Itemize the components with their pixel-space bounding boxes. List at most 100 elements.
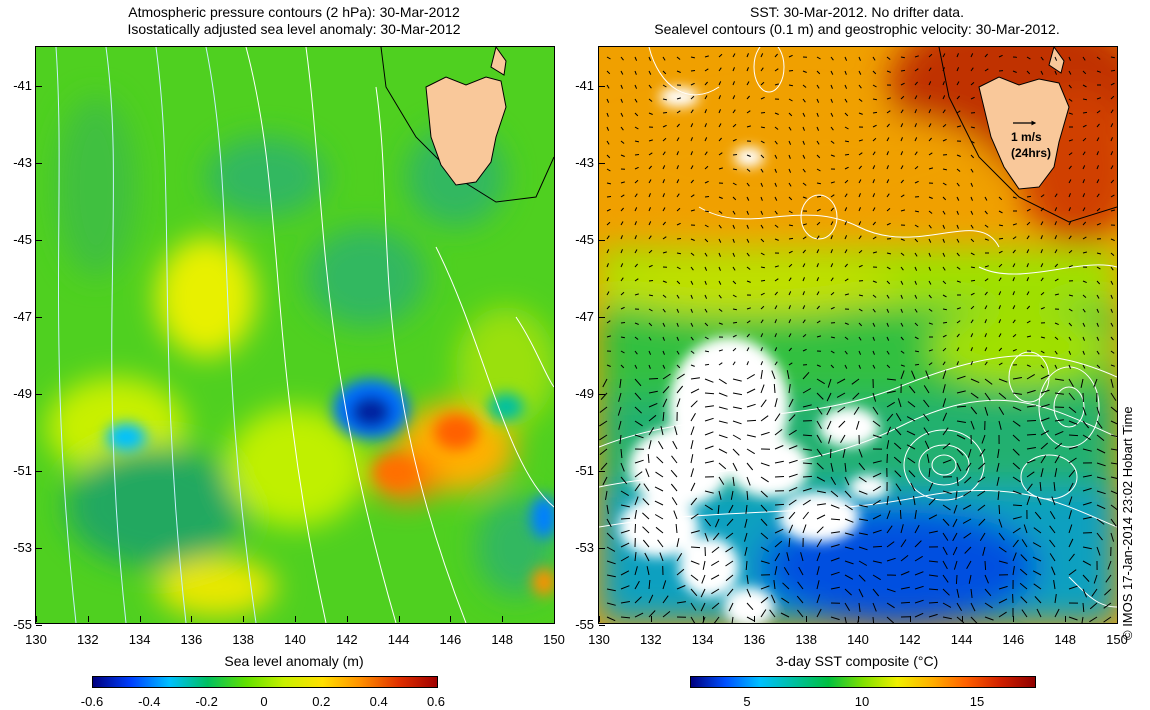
velocity-vector bbox=[676, 97, 681, 100]
velocity-vector bbox=[942, 95, 946, 100]
velocity-vector bbox=[620, 601, 630, 604]
velocity-vector bbox=[690, 308, 693, 313]
velocity-vector bbox=[662, 364, 666, 369]
velocity-vector bbox=[956, 252, 960, 257]
velocity-vector bbox=[942, 238, 945, 243]
left-colorbar-tick-label: -0.6 bbox=[80, 694, 104, 709]
velocity-vector bbox=[690, 56, 696, 59]
velocity-vector bbox=[964, 546, 972, 554]
velocity-vector bbox=[662, 294, 667, 298]
velocity-vector bbox=[900, 69, 906, 72]
velocity-vector bbox=[872, 406, 879, 415]
velocity-vector bbox=[970, 279, 976, 282]
velocity-vector bbox=[970, 319, 974, 324]
velocity-vector bbox=[634, 483, 641, 492]
velocity-vector bbox=[648, 235, 652, 240]
velocity-vector bbox=[620, 556, 630, 562]
velocity-vector bbox=[1082, 124, 1087, 128]
velocity-vector bbox=[844, 602, 851, 611]
left-x-tick-label: 138 bbox=[232, 632, 255, 647]
velocity-vector bbox=[606, 126, 610, 131]
velocity-vector bbox=[648, 179, 652, 184]
velocity-vector bbox=[690, 82, 695, 86]
velocity-vector bbox=[956, 420, 966, 423]
velocity-vector bbox=[655, 526, 664, 534]
velocity-vector bbox=[1068, 70, 1072, 75]
velocity-vector bbox=[788, 168, 792, 173]
velocity-vector bbox=[1096, 490, 1106, 495]
velocity-vector bbox=[1068, 250, 1073, 254]
velocity-vector bbox=[984, 406, 989, 416]
tasmania-land bbox=[425, 76, 507, 186]
velocity-vector bbox=[1040, 430, 1050, 436]
velocity-vector bbox=[872, 364, 876, 369]
velocity-vector bbox=[830, 235, 833, 240]
velocity-vector bbox=[704, 405, 714, 408]
velocity-vector bbox=[634, 193, 638, 198]
velocity-vector bbox=[978, 462, 986, 470]
velocity-vector bbox=[928, 560, 938, 563]
velocity-vector bbox=[953, 504, 958, 514]
velocity-vector bbox=[798, 566, 804, 576]
left-colorbar-tick-label: 0 bbox=[260, 694, 268, 709]
velocity-vector bbox=[1012, 305, 1016, 310]
velocity-vector bbox=[1012, 377, 1022, 380]
velocity-vector bbox=[675, 523, 678, 534]
velocity-vector bbox=[690, 165, 694, 170]
velocity-vector bbox=[886, 602, 895, 609]
velocity-vector bbox=[704, 308, 708, 313]
velocity-vector bbox=[662, 385, 670, 394]
velocity-vector bbox=[774, 112, 779, 115]
velocity-vector bbox=[788, 511, 796, 520]
velocity-vector bbox=[872, 179, 875, 184]
velocity-vector bbox=[1082, 420, 1090, 429]
velocity-vector bbox=[676, 385, 684, 394]
velocity-vector bbox=[942, 459, 952, 464]
velocity-vector bbox=[1068, 152, 1073, 156]
velocity-vector bbox=[942, 398, 947, 408]
velocity-vector bbox=[858, 448, 863, 458]
velocity-vector bbox=[844, 84, 848, 89]
right-y-tick-label: -45 bbox=[575, 232, 594, 247]
velocity-vector bbox=[786, 370, 790, 380]
velocity-vector bbox=[788, 84, 794, 87]
velocity-vector bbox=[746, 419, 757, 422]
velocity-vector bbox=[1026, 389, 1036, 394]
velocity-vector bbox=[996, 476, 1000, 486]
velocity-vector bbox=[886, 510, 891, 520]
velocity-vector bbox=[1107, 560, 1112, 570]
velocity-vector bbox=[928, 53, 933, 58]
velocity-vector bbox=[606, 560, 616, 565]
right-x-tick-label: 130 bbox=[588, 632, 610, 647]
velocity-vector bbox=[1068, 98, 1073, 102]
velocity-vector bbox=[970, 420, 975, 430]
velocity-vector bbox=[1110, 209, 1116, 212]
velocity-vector bbox=[1082, 193, 1086, 198]
velocity-vector bbox=[816, 277, 820, 282]
velocity-vector bbox=[928, 482, 934, 492]
velocity-vector bbox=[926, 454, 930, 464]
left-y-tick bbox=[36, 163, 42, 164]
velocity-vector bbox=[1012, 319, 1016, 324]
velocity-vector bbox=[942, 370, 947, 380]
velocity-vector bbox=[984, 333, 987, 338]
velocity-vector bbox=[599, 448, 608, 455]
velocity-vector bbox=[690, 560, 700, 565]
velocity-vector bbox=[900, 238, 905, 241]
velocity-vector bbox=[1054, 221, 1057, 226]
velocity-vector bbox=[886, 208, 891, 212]
velocity-vector bbox=[1023, 524, 1028, 534]
velocity-vector bbox=[717, 504, 720, 515]
velocity-vector bbox=[1021, 609, 1028, 618]
velocity-vector bbox=[662, 611, 671, 618]
velocity-vector bbox=[802, 263, 806, 268]
velocity-vector bbox=[606, 602, 616, 606]
velocity-vector bbox=[816, 364, 821, 367]
velocity-vector bbox=[760, 431, 770, 436]
velocity-vector bbox=[788, 486, 798, 492]
left-y-tick bbox=[36, 317, 42, 318]
velocity-vector bbox=[676, 308, 680, 313]
velocity-vector bbox=[634, 56, 638, 61]
velocity-vector bbox=[1082, 111, 1088, 114]
velocity-vector bbox=[690, 546, 701, 549]
